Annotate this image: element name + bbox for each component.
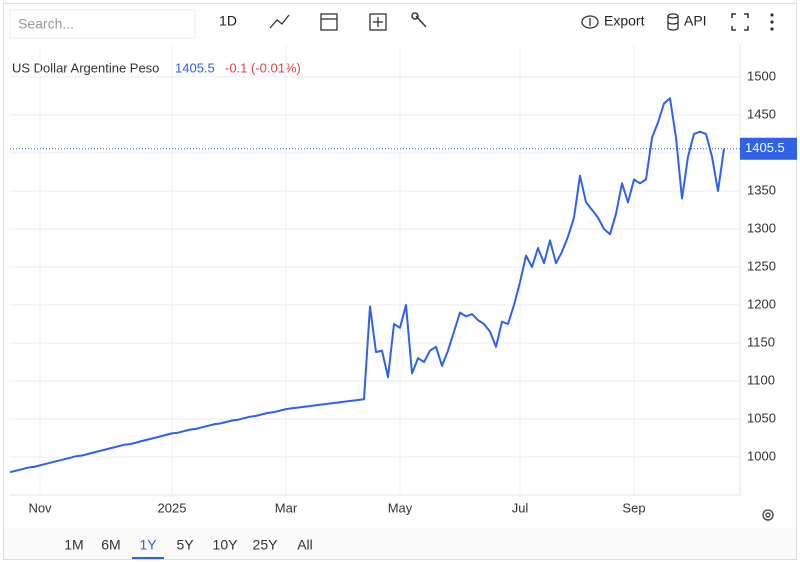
y-tick-label: 1250 (747, 258, 776, 273)
y-tick-label: 1450 (747, 106, 776, 121)
menu-icon[interactable] (770, 13, 774, 31)
x-tick-label: Jul (512, 500, 529, 515)
y-tick-label: 1350 (747, 182, 776, 197)
y-tick-label: 1200 (747, 296, 776, 311)
settings-icon[interactable] (762, 509, 774, 521)
range-button[interactable]: 25Y (253, 537, 279, 553)
y-tick-label: 1100 (747, 372, 775, 387)
export-button[interactable]: Export (604, 13, 645, 29)
frame-border (3, 3, 797, 560)
api-button[interactable]: API (684, 13, 707, 29)
range-button[interactable]: 10Y (213, 537, 239, 553)
search-box[interactable] (9, 9, 196, 39)
api-icon[interactable] (667, 13, 679, 31)
change-label: -0.1 (-0.01%) (225, 60, 301, 75)
x-tick-label: Sep (622, 500, 645, 515)
y-tick-label: 1500 (747, 68, 776, 83)
y-tick-label: 1300 (747, 220, 776, 235)
x-tick-label: May (388, 500, 413, 515)
range-button[interactable]: 1Y (139, 537, 157, 553)
x-tick-label: Nov (28, 500, 52, 515)
search-placeholder: Search... (18, 16, 74, 32)
last-price: 1405.5 (175, 60, 215, 75)
calendar-icon[interactable] (320, 13, 338, 31)
chart-type-icon[interactable] (269, 14, 290, 29)
last-price-label: 1405.5 (745, 140, 785, 155)
chart-title: US Dollar Argentine Peso (12, 60, 159, 75)
y-tick-label: 1150 (747, 334, 775, 349)
last-price-box (740, 137, 797, 160)
range-button[interactable]: 1M (64, 537, 83, 553)
range-bar (4, 528, 796, 559)
x-tick-label: 2025 (158, 500, 187, 515)
range-button[interactable]: All (297, 537, 313, 553)
export-icon[interactable] (581, 15, 599, 29)
y-tick-label: 1050 (747, 410, 776, 425)
fullscreen-icon[interactable] (731, 13, 749, 31)
range-button[interactable]: 6M (101, 537, 120, 553)
price-line (9, 97, 725, 474)
tools-icon[interactable] (411, 12, 427, 28)
y-tick-label: 1000 (747, 448, 776, 463)
x-tick-label: Mar (275, 500, 298, 515)
range-button[interactable]: 5Y (176, 537, 194, 553)
interval-button[interactable]: 1D (219, 13, 237, 29)
add-icon[interactable] (369, 13, 387, 31)
